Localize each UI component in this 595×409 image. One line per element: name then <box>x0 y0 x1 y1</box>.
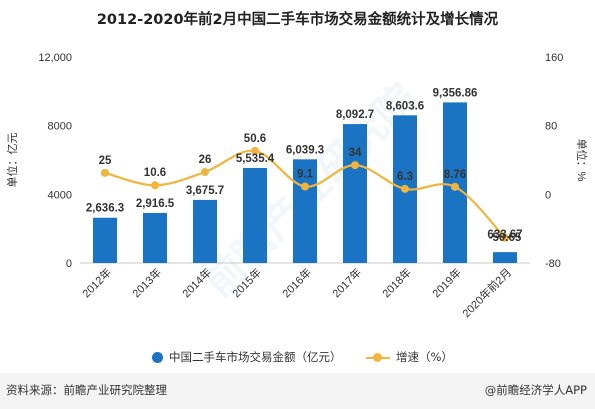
chart: 前瞻产业研究院04000800012,000-80080160单位：亿元单位：%… <box>5 52 589 320</box>
x-tick-label: 2013年 <box>129 265 164 300</box>
bar-value-label: 2,636.3 <box>86 203 124 215</box>
x-tick-label: 2016年 <box>279 265 314 300</box>
growth-point <box>251 146 259 155</box>
y2-axis-title: 单位：% <box>575 139 589 182</box>
growth-value-label: 10.6 <box>144 167 166 179</box>
x-tick-label: 2019年 <box>429 265 464 300</box>
y2-tick-label: -80 <box>545 258 561 270</box>
legend-line-swatch <box>366 352 390 363</box>
growth-point <box>401 184 409 193</box>
y-tick-label: 8000 <box>48 121 72 133</box>
growth-value-label: 8.76 <box>444 169 466 181</box>
bar <box>243 167 267 263</box>
x-tick-label: 2012年 <box>79 265 114 300</box>
growth-value-label: -50.65 <box>489 232 522 244</box>
bar <box>193 199 217 263</box>
bar <box>493 252 517 263</box>
growth-point <box>351 161 359 170</box>
legend-item-amount: 中国二手车市场交易金额（亿元） <box>152 349 342 365</box>
y-axis-title: 单位：亿元 <box>5 133 19 188</box>
bar <box>343 124 367 263</box>
growth-point <box>451 182 459 191</box>
y2-tick-label: 80 <box>545 121 557 133</box>
y-tick-label: 12,000 <box>38 52 72 64</box>
legend: 中国二手车市场交易金额（亿元） 增速（%） <box>0 349 595 365</box>
bar-value-label: 2,916.5 <box>136 198 175 210</box>
bar <box>443 102 467 263</box>
y-tick-label: 0 <box>66 258 72 270</box>
y2-tick-label: 0 <box>545 189 551 201</box>
growth-point <box>501 233 509 242</box>
growth-value-label: 25 <box>99 155 112 167</box>
growth-value-label: 26 <box>199 154 212 166</box>
legend-item-growth: 增速（%） <box>366 349 453 365</box>
x-tick-label: 2017年 <box>329 265 364 300</box>
growth-point <box>101 168 109 177</box>
x-tick-label: 2018年 <box>379 265 414 300</box>
growth-value-label: 9.1 <box>297 169 314 181</box>
growth-value-label: 6.3 <box>397 171 413 183</box>
bar-value-label: 3,675.7 <box>186 185 224 197</box>
legend-label-amount: 中国二手车市场交易金额（亿元） <box>169 350 342 364</box>
growth-point <box>151 181 159 190</box>
bar-value-label: 8,092.7 <box>336 109 374 121</box>
legend-bar-swatch <box>152 351 163 363</box>
bar <box>143 212 167 263</box>
brand-credit: @前瞻经济学人APP <box>484 383 587 397</box>
chart-title: 2012-2020年前2月中国二手车市场交易金额统计及增长情况 <box>96 12 499 28</box>
footer: 资料来源：前瞻产业研究院整理 @前瞻经济学人APP <box>0 373 595 409</box>
y2-tick-label: 160 <box>545 52 563 64</box>
growth-value-label: 34 <box>349 147 362 159</box>
x-tick-label: 2020年前2月 <box>459 265 514 320</box>
y-tick-label: 4000 <box>48 189 72 201</box>
legend-label-growth: 增速（%） <box>396 350 453 364</box>
bar-value-label: 5,535.4 <box>236 153 275 165</box>
bar-value-label: 6,039.3 <box>286 144 324 156</box>
source-note: 资料来源：前瞻产业研究院整理 <box>6 383 167 397</box>
growth-point <box>301 182 309 191</box>
bar-value-label: 8,603.6 <box>386 100 424 112</box>
bar <box>93 217 117 263</box>
growth-value-label: 50.6 <box>244 133 266 145</box>
growth-point <box>201 168 209 177</box>
bar-value-label: 633.67 <box>487 229 522 241</box>
bar-value-label: 9,356.86 <box>433 87 478 99</box>
bar <box>293 159 317 263</box>
